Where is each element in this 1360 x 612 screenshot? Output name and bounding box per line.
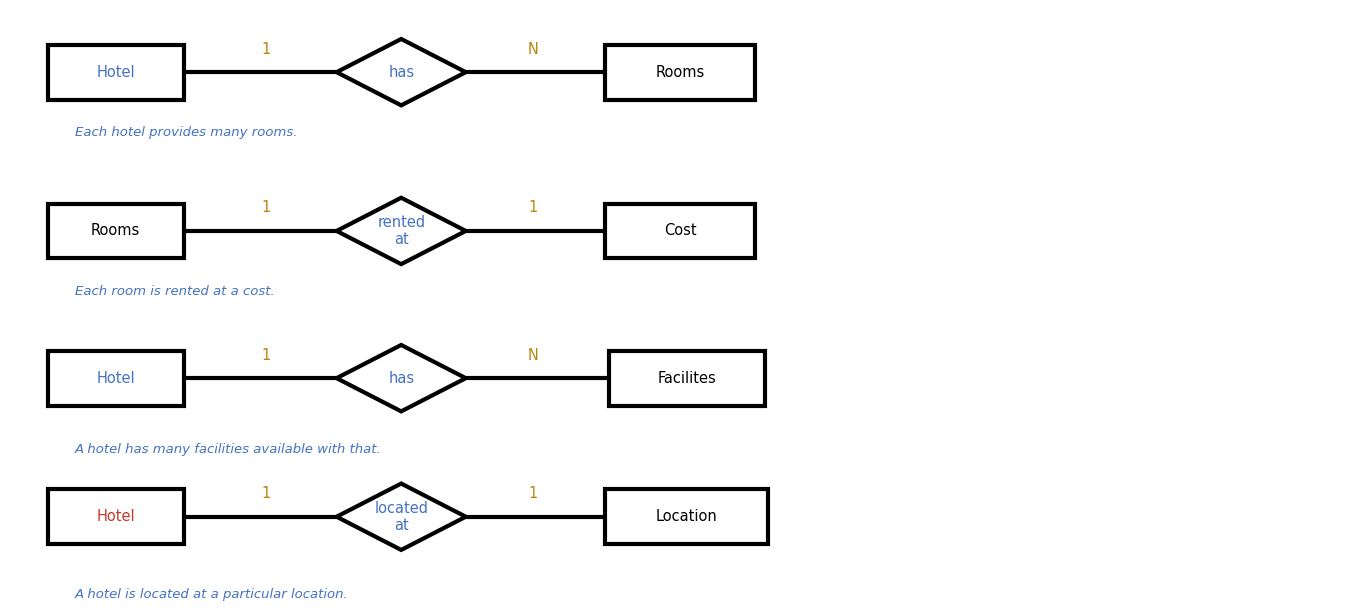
Text: located
at: located at (374, 501, 428, 533)
FancyBboxPatch shape (605, 45, 755, 100)
Text: Rooms: Rooms (656, 65, 704, 80)
Text: Hotel: Hotel (97, 65, 135, 80)
Text: 1: 1 (262, 348, 271, 362)
Text: Hotel: Hotel (97, 509, 135, 524)
Text: has: has (388, 65, 415, 80)
Text: A hotel is located at a particular location.: A hotel is located at a particular locat… (75, 588, 348, 601)
Text: 1: 1 (262, 42, 271, 56)
Text: rented
at: rented at (377, 215, 426, 247)
Polygon shape (337, 483, 465, 550)
Text: 1: 1 (262, 486, 271, 501)
Text: N: N (528, 348, 539, 362)
FancyBboxPatch shape (48, 490, 184, 544)
FancyBboxPatch shape (48, 204, 184, 258)
Text: 1: 1 (529, 486, 537, 501)
Text: Facilites: Facilites (657, 371, 717, 386)
FancyBboxPatch shape (605, 490, 768, 544)
Text: Location: Location (656, 509, 718, 524)
Polygon shape (337, 345, 465, 411)
Text: N: N (528, 42, 539, 56)
Text: Each room is rented at a cost.: Each room is rented at a cost. (75, 285, 275, 298)
FancyBboxPatch shape (48, 351, 184, 406)
Text: has: has (388, 371, 415, 386)
FancyBboxPatch shape (605, 204, 755, 258)
Text: Hotel: Hotel (97, 371, 135, 386)
Text: Cost: Cost (664, 223, 696, 239)
Text: Rooms: Rooms (91, 223, 140, 239)
FancyBboxPatch shape (48, 45, 184, 100)
Text: A hotel has many facilities available with that.: A hotel has many facilities available wi… (75, 442, 382, 456)
Polygon shape (337, 39, 465, 105)
Text: 1: 1 (529, 200, 537, 215)
Text: 1: 1 (262, 200, 271, 215)
Text: Each hotel provides many rooms.: Each hotel provides many rooms. (75, 126, 298, 140)
FancyBboxPatch shape (609, 351, 764, 406)
Polygon shape (337, 198, 465, 264)
